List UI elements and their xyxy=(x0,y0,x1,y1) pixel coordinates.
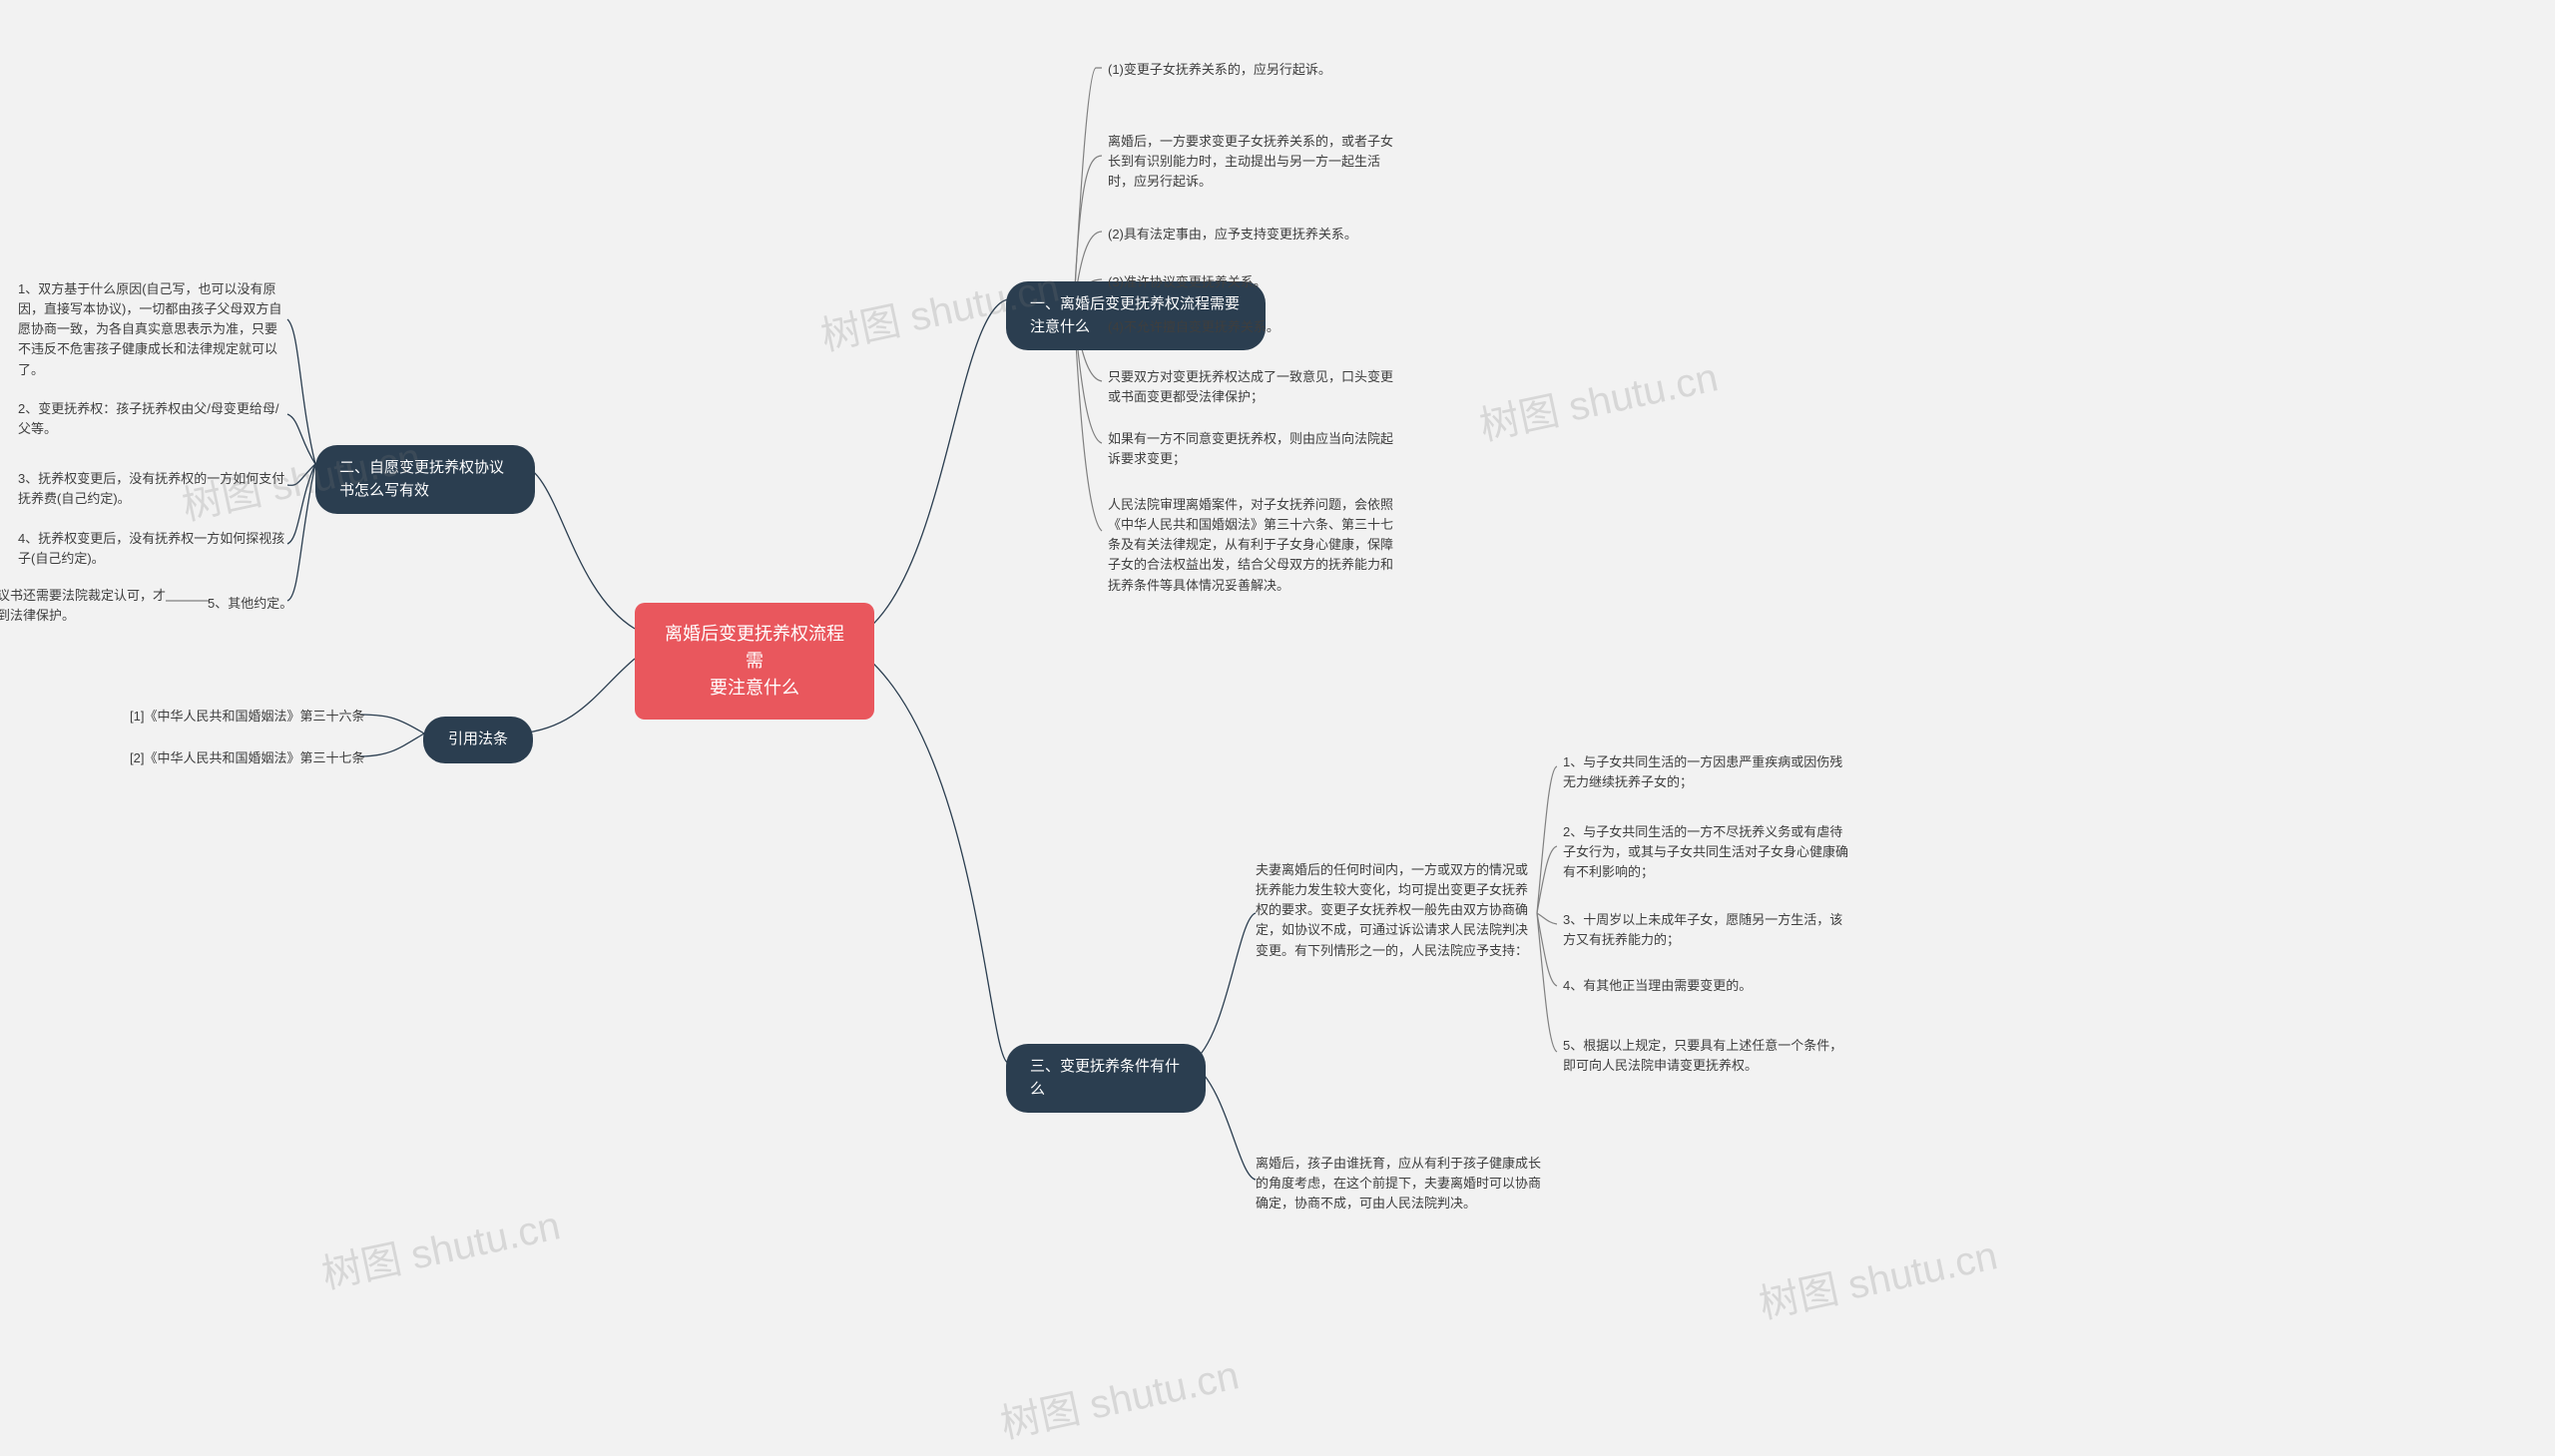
branch-3: 三、变更抚养条件有什么 xyxy=(1006,1044,1206,1113)
b1-leaf-0: (1)变更子女抚养关系的，应另行起诉。 xyxy=(1108,60,1331,80)
b2-footer: 最后，变更抚养权协议书还需要法院裁定认可，才能发生法律效力，得到法律保护。 xyxy=(0,586,170,626)
b1-leaf-6: 如果有一方不同意变更抚养权，则由应当向法院起诉要求变更； xyxy=(1108,429,1397,469)
branch-4-title: 引用法条 xyxy=(448,730,508,747)
b1-leaf-1: 离婚后，一方要求变更子女抚养关系的，或者子女长到有识别能力时，主动提出与另一方一… xyxy=(1108,132,1397,192)
b4-leaf-0: [1]《中华人民共和国婚姻法》第三十六条 xyxy=(130,707,364,727)
b2-leaf-1: 2、变更抚养权：孩子抚养权由父/母变更给母/父等。 xyxy=(18,399,287,439)
branch-2: 二、自愿变更抚养权协议书怎么写有效 xyxy=(315,445,535,514)
branch-2-title: 二、自愿变更抚养权协议书怎么写有效 xyxy=(339,459,504,499)
b1-leaf-5: 只要双方对变更抚养权达成了一致意见，口头变更或书面变更都受法律保护； xyxy=(1108,367,1397,407)
b3-sub1: 夫妻离婚后的任何时间内，一方或双方的情况或抚养能力发生较大变化，均可提出变更子女… xyxy=(1256,860,1535,961)
b4-leaf-1: [2]《中华人民共和国婚姻法》第三十七条 xyxy=(130,748,364,768)
b2-leaf-3: 4、抚养权变更后，没有抚养权一方如何探视孩子(自己约定)。 xyxy=(18,529,287,569)
watermark: 树图 shutu.cn xyxy=(995,1342,1244,1449)
root-title: 离婚后变更抚养权流程需要注意什么 xyxy=(665,624,844,698)
watermark: 树图 shutu.cn xyxy=(316,1193,565,1299)
b3-sub1-leaf-2: 3、十周岁以上未成年子女，愿随另一方生活，该方又有抚养能力的； xyxy=(1563,910,1852,950)
b1-leaf-7: 人民法院审理离婚案件，对子女抚养问题，会依照《中华人民共和国婚姻法》第三十六条、… xyxy=(1108,495,1397,596)
root-node: 离婚后变更抚养权流程需要注意什么 xyxy=(635,603,874,720)
b1-leaf-2: (2)具有法定事由，应予支持变更抚养关系。 xyxy=(1108,225,1357,244)
b3-sub1-leaf-4: 5、根据以上规定，只要具有上述任意一个条件，即可向人民法院申请变更抚养权。 xyxy=(1563,1036,1852,1076)
watermark: 树图 shutu.cn xyxy=(1474,344,1723,451)
watermark: 树图 shutu.cn xyxy=(1754,1222,2002,1329)
b1-leaf-3: (3)准许协议变更抚养关系。 xyxy=(1108,272,1267,292)
b3-sub1-leaf-3: 4、有其他正当理由需要变更的。 xyxy=(1563,976,1852,996)
branch-3-title: 三、变更抚养条件有什么 xyxy=(1030,1058,1180,1098)
b2-leaf-4: 5、其他约定。 xyxy=(208,594,292,614)
b3-sub2: 离婚后，孩子由谁抚育，应从有利于孩子健康成长的角度考虑，在这个前提下，夫妻离婚时… xyxy=(1256,1154,1545,1213)
b2-leaf-0: 1、双方基于什么原因(自己写，也可以没有原因，直接写本协议)，一切都由孩子父母双… xyxy=(18,279,287,380)
b3-sub1-leaf-0: 1、与子女共同生活的一方因患严重疾病或因伤残无力继续抚养子女的； xyxy=(1563,752,1852,792)
b3-sub1-leaf-1: 2、与子女共同生活的一方不尽抚养义务或有虐待子女行为，或其与子女共同生活对子女身… xyxy=(1563,822,1852,882)
b1-leaf-4: (4)不允许擅自变更抚养关系。 xyxy=(1108,317,1279,337)
b2-leaf-2: 3、抚养权变更后，没有抚养权的一方如何支付抚养费(自己约定)。 xyxy=(18,469,287,509)
branch-4: 引用法条 xyxy=(423,717,533,763)
